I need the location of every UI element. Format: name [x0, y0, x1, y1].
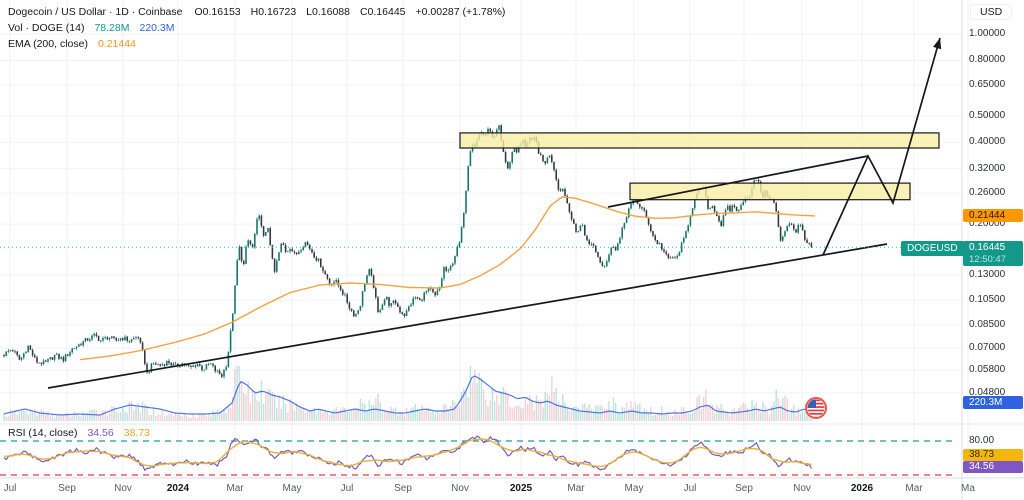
- volume-ma-badge: 220.3M: [963, 396, 1023, 409]
- symbol-price-tag: DOGEUSD: [901, 241, 964, 256]
- time-axis-label: Nov: [793, 483, 811, 494]
- time-axis-label: Sep: [58, 483, 76, 494]
- volume-ma-line: [3, 375, 815, 416]
- time-axis-label: Sep: [394, 483, 412, 494]
- price-axis[interactable]: USD 1.00000 0.80000 0.65000 0.50000 0.40000 0…: [963, 0, 1024, 478]
- rsi-upper-band-label: 80.00: [969, 435, 995, 446]
- time-axis-label: Mar: [905, 483, 923, 494]
- price-axis-label: 0.07000: [969, 342, 1006, 353]
- currency-toggle[interactable]: USD: [970, 4, 1013, 20]
- us-flag-event-icon[interactable]: [805, 397, 827, 419]
- price-axis-label: 0.65000: [969, 79, 1006, 90]
- candles: [3, 124, 813, 379]
- supply-zone-rect: [629, 182, 911, 201]
- legend-row-ema: EMA (200, close) 0.21444: [8, 36, 515, 52]
- price-axis-label: 0.13000: [969, 269, 1006, 280]
- low-value: L0.16088: [306, 6, 350, 18]
- volume-value: 78.28M: [94, 22, 130, 34]
- rsi-ma-line: [3, 438, 812, 468]
- legend-row-symbol: Dogecoin / US Dollar · 1D · Coinbase O0.…: [8, 4, 515, 20]
- time-axis-label: Sep: [735, 483, 753, 494]
- volume-ma-value: 220.3M: [139, 22, 175, 34]
- volume-indicator-label[interactable]: Vol · DOGE (14): [8, 22, 85, 34]
- high-value: H0.16723: [250, 6, 297, 18]
- symbol-title[interactable]: Dogecoin / US Dollar · 1D · Coinbase: [8, 6, 183, 18]
- time-axis-label: Jul: [683, 483, 697, 494]
- rsi-legend: RSI (14, close) 34.56 38.73: [8, 425, 160, 441]
- projection-zigzag-arrow[interactable]: [822, 37, 941, 256]
- time-axis-label: Mar: [226, 483, 244, 494]
- time-axis-label: Mar: [567, 483, 585, 494]
- open-value: O0.16153: [194, 6, 241, 18]
- arrow-head: [933, 38, 942, 50]
- ema-price-badge: 0.21444: [963, 209, 1023, 222]
- price-axis-label: 0.26000: [969, 187, 1006, 198]
- price-axis-label: 0.05800: [969, 364, 1006, 375]
- time-axis[interactable]: Jul Sep Nov 2024 Mar May Jul Sep Nov 2025 Mar May Ju…: [0, 478, 1024, 500]
- price-axis-label: 0.32000: [969, 163, 1006, 174]
- time-axis-label: 2024: [166, 483, 190, 494]
- ema-indicator-label[interactable]: EMA (200, close): [8, 38, 88, 50]
- price-axis-label: 0.08500: [969, 319, 1006, 330]
- price-axis-label: 0.40000: [969, 136, 1006, 147]
- time-axis-label: Nov: [451, 483, 469, 494]
- ema-line[interactable]: [79, 196, 816, 361]
- time-axis-label: 2025: [509, 483, 533, 494]
- legend-row-volume: Vol · DOGE (14) 78.28M 220.3M: [8, 20, 515, 36]
- last-price-badge: 0.16445 12:50:47: [963, 241, 1023, 266]
- time-axis-label: Jul: [340, 483, 354, 494]
- ema-value: 0.21444: [97, 38, 136, 50]
- price-axis-label: 0.04800: [969, 387, 1006, 398]
- rsi-indicator-label[interactable]: RSI (14, close): [8, 427, 78, 439]
- price-axis-label: 0.50000: [969, 110, 1006, 121]
- price-axis-label: 0.80000: [969, 54, 1006, 65]
- price-axis-label: 0.10500: [969, 294, 1006, 305]
- time-axis-label: Nov: [114, 483, 132, 494]
- chart-legend: Dogecoin / US Dollar · 1D · Coinbase O0.…: [8, 4, 515, 52]
- rsi-value: 34.56: [87, 427, 114, 439]
- supply-zones[interactable]: [459, 132, 940, 201]
- rsi-value-badge: 34.56: [963, 461, 1023, 473]
- rsi-ma-badge: 38.73: [963, 449, 1023, 461]
- price-axis-label: 1.00000: [969, 28, 1006, 39]
- price-axis-label: 0.20000: [969, 218, 1006, 229]
- supply-zone-rect: [459, 132, 940, 149]
- bar-countdown: 12:50:47: [969, 254, 1006, 265]
- time-axis-label: 2026: [850, 483, 874, 494]
- last-price-value: 0.16445: [969, 242, 1006, 253]
- time-axis-label: Ma: [961, 483, 975, 494]
- trendline-rising-resistance[interactable]: [607, 155, 869, 208]
- change-value: +0.00287 (+1.78%): [415, 6, 506, 18]
- rsi-ma-value: 38.73: [123, 427, 151, 439]
- time-axis-label: Jul: [3, 483, 17, 494]
- time-axis-label: May: [624, 483, 644, 494]
- time-axis-label: May: [282, 483, 302, 494]
- trendline-long-term-support[interactable]: [47, 243, 888, 389]
- close-value: C0.16445: [359, 6, 406, 18]
